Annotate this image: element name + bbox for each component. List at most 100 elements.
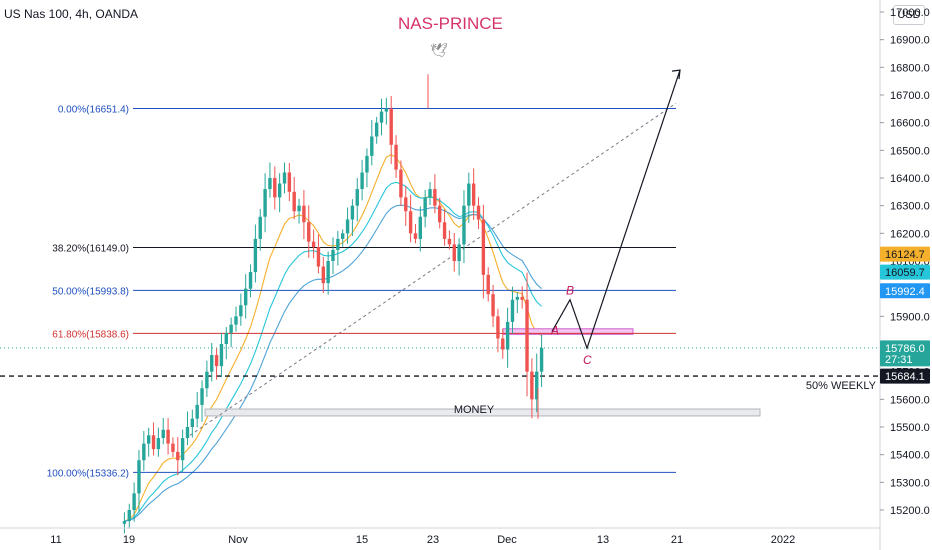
- candle-body: [258, 216, 262, 239]
- price-badge-value: 15786.0: [885, 343, 925, 355]
- money-label: MONEY: [454, 404, 495, 416]
- candle-body: [486, 274, 490, 295]
- price-tick-label: 17000.0: [890, 7, 930, 19]
- fib-level-label: 61.80%(15838.6): [52, 329, 129, 340]
- price-tick-label: 16300.0: [890, 201, 930, 213]
- candle-body: [423, 197, 427, 217]
- candle-body: [510, 299, 515, 322]
- price-tick-label: 15600.0: [890, 394, 930, 406]
- candle-body: [176, 451, 180, 461]
- candle-body: [273, 178, 277, 198]
- time-tick-label: Nov: [228, 534, 248, 546]
- fib-level-label: 38.20%(16149.0): [52, 243, 129, 254]
- candle-body: [287, 172, 292, 192]
- fib-level-label: 50.00%(15993.8): [52, 286, 129, 297]
- candles: [122, 74, 544, 534]
- price-tick-label: 16200.0: [890, 228, 930, 240]
- candle-body: [408, 211, 413, 234]
- price-badge: [880, 340, 930, 367]
- wave-a-label: A: [550, 324, 559, 338]
- candle-body: [219, 344, 224, 367]
- candle-body: [200, 388, 204, 405]
- wave-c-label: C: [583, 353, 592, 367]
- candle-body: [268, 178, 272, 190]
- candle-body: [379, 111, 384, 123]
- price-tick-label: 16800.0: [890, 62, 930, 74]
- candle-body: [132, 493, 136, 510]
- candle-body: [491, 294, 495, 317]
- price-tick-label: 16600.0: [890, 118, 930, 130]
- fib-trend-line: [189, 102, 677, 436]
- wave-b-label: B: [566, 284, 574, 298]
- price-badge: [880, 246, 930, 262]
- candle-body: [535, 371, 539, 400]
- price-tick-label: 15900.0: [890, 311, 930, 323]
- candle-body: [515, 296, 520, 300]
- brand-watermark: NAS-PRINCE: [398, 14, 503, 33]
- dove-icon: 🕊: [430, 42, 448, 58]
- candle-body: [156, 438, 161, 450]
- time-tick-label: 13: [597, 534, 609, 546]
- time-tick-label: Dec: [497, 534, 517, 546]
- candle-body: [171, 443, 175, 452]
- currency-button[interactable]: USD: [893, 5, 925, 25]
- candle-body: [496, 316, 500, 339]
- candle-body: [389, 108, 393, 145]
- candle-body: [239, 305, 243, 317]
- price-badge-value: 15992.4: [885, 286, 925, 298]
- candle-body: [467, 183, 471, 206]
- candle-body: [282, 172, 287, 184]
- price-badge-timer: 27:31: [885, 354, 913, 366]
- weekly-50-label: 50% WEEKLY: [806, 380, 877, 392]
- time-axis[interactable]: 11 19 Nov 15 23 Dec 13 21 2022: [0, 527, 880, 546]
- money-zone: [204, 408, 761, 417]
- candle-body: [214, 355, 219, 367]
- candle-body: [384, 108, 389, 112]
- candle-body: [302, 205, 306, 223]
- candle-body: [457, 244, 461, 261]
- time-tick-label: 19: [123, 534, 135, 546]
- candle-body: [447, 238, 452, 245]
- price-tick-label: 15300.0: [890, 477, 930, 489]
- price-badge: [880, 283, 930, 299]
- candle-body: [321, 266, 325, 284]
- candle-body: [341, 233, 345, 239]
- candle-body: [418, 216, 423, 239]
- candle-body: [297, 205, 301, 212]
- candle-body: [146, 435, 151, 444]
- candle-body: [248, 272, 253, 289]
- candle-body: [243, 288, 248, 306]
- candle-body: [229, 324, 233, 333]
- candle-body: [350, 205, 355, 220]
- fib-level-label: 100.00%(15336.2): [47, 468, 129, 479]
- candle-body: [476, 205, 481, 220]
- candle-body: [404, 197, 408, 212]
- time-tick-label: 11: [50, 534, 61, 546]
- time-tick-label: 23: [427, 534, 439, 546]
- candle-body: [292, 191, 296, 212]
- price-tick-label: 16900.0: [890, 35, 930, 47]
- candle-body: [234, 316, 238, 325]
- price-badge: [880, 368, 930, 384]
- candle-body: [263, 189, 267, 217]
- candle-body: [326, 261, 330, 284]
- candle-body: [166, 429, 170, 444]
- projection: A B C: [550, 69, 681, 367]
- price-tick-label: 15500.0: [890, 422, 930, 434]
- candle-body: [442, 222, 447, 239]
- time-tick-label: 21: [671, 534, 683, 546]
- candle-body: [122, 521, 127, 524]
- candle-body: [433, 189, 437, 206]
- candle-body: [195, 404, 199, 419]
- candle-body: [370, 136, 374, 156]
- candle-body: [365, 155, 369, 173]
- candle-body: [525, 299, 529, 372]
- symbol-header: US Nas 100, 4h, OANDA: [4, 7, 139, 21]
- candle-body: [413, 233, 418, 239]
- candle-body: [399, 169, 403, 198]
- candle-body: [345, 219, 350, 234]
- candle-body: [539, 347, 544, 372]
- ema-cyan-line: [124, 181, 542, 522]
- price-tick-label: 15200.0: [890, 505, 930, 517]
